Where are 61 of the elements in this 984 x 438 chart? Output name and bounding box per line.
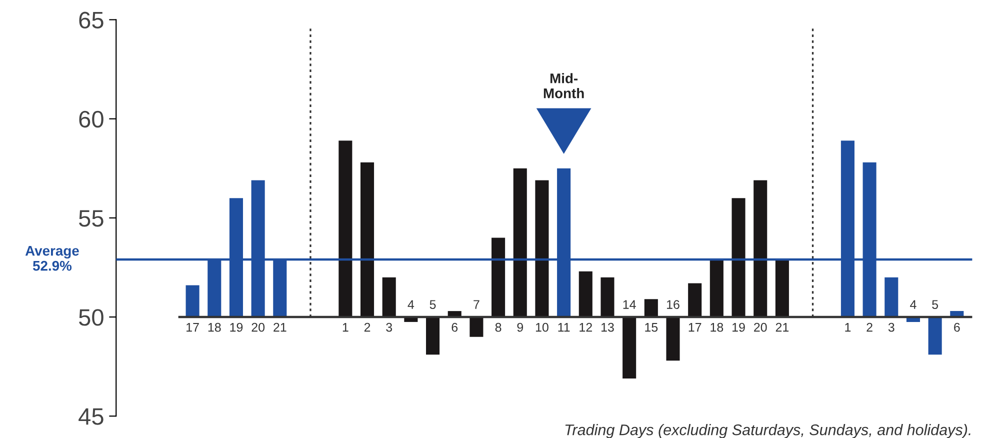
x-tick-label: 3 — [888, 322, 894, 332]
x-tick-label: 20 — [252, 322, 265, 332]
x-axis-title: Trading Days (excluding Saturdays, Sundays, and holidays). — [565, 424, 970, 438]
bar — [884, 277, 898, 318]
x-tick-label: 12 — [580, 322, 592, 332]
x-tick-label: 18 — [208, 322, 221, 332]
x-tick-label: 6 — [452, 322, 458, 332]
x-tick-label: 2 — [364, 322, 370, 332]
x-tick-label: 21 — [274, 322, 286, 332]
x-tick-label: 7 — [474, 300, 480, 309]
bar — [688, 283, 702, 318]
bar — [513, 168, 527, 318]
bar — [622, 317, 636, 378]
y-tick-label: 65 — [79, 12, 104, 28]
x-tick-label: 1 — [342, 323, 348, 332]
ref-line-label: Average 52.9% — [25, 246, 79, 271]
x-tick-label: 17 — [186, 323, 199, 332]
bar — [426, 317, 440, 355]
x-tick-label: 9 — [517, 322, 524, 332]
bar — [644, 299, 658, 318]
bar — [732, 198, 746, 318]
x-tick-label: 8 — [495, 322, 502, 332]
bar — [338, 140, 352, 318]
x-tick-label: 13 — [601, 322, 614, 332]
x-tick-label: 11 — [558, 323, 570, 332]
x-tick-label: 19 — [230, 322, 243, 332]
bar — [492, 238, 506, 318]
x-tick-label: 6 — [954, 322, 960, 332]
x-tick-label: 1 — [845, 323, 851, 332]
x-tick-label: 2 — [866, 322, 872, 332]
bar — [535, 180, 549, 318]
x-tick-label: 5 — [932, 300, 938, 309]
x-tick-label: 19 — [732, 322, 745, 332]
x-tick-label: 21 — [776, 322, 789, 332]
bar — [470, 317, 484, 337]
bar — [186, 285, 200, 318]
x-tick-label: 14 — [623, 300, 636, 309]
x-tick-label: 4 — [408, 300, 414, 309]
x-tick-label: 18 — [710, 322, 724, 332]
x-tick-label: 17 — [688, 323, 702, 332]
y-tick-label: 55 — [78, 210, 104, 227]
x-tick-label: 4 — [910, 300, 916, 309]
x-tick-label: 3 — [386, 322, 392, 332]
x-tick-label: 10 — [536, 322, 548, 332]
x-tick-label: 20 — [754, 322, 767, 332]
annotation: Mid- Month — [544, 73, 584, 98]
bar — [775, 260, 789, 318]
x-tick-label: 15 — [645, 323, 658, 332]
bar — [710, 260, 724, 318]
bar — [578, 271, 592, 318]
bar — [666, 317, 680, 361]
bar — [754, 180, 768, 318]
y-tick-label: 45 — [78, 408, 104, 425]
bar — [360, 162, 374, 318]
x-tick-label: 16 — [667, 300, 680, 309]
bar — [382, 277, 396, 318]
bar — [928, 317, 942, 355]
bar — [600, 277, 614, 318]
y-tick-label: 60 — [79, 110, 104, 128]
x-tick-label: 5 — [430, 300, 436, 309]
y-tick-label: 50 — [78, 309, 104, 326]
